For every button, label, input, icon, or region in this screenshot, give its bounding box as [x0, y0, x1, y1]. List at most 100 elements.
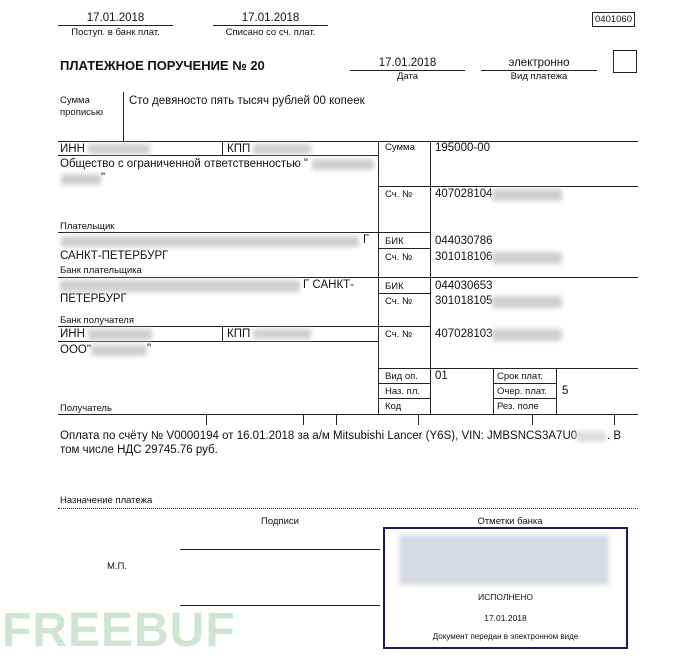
- divider: [614, 414, 615, 425]
- payer-corr: 301018106: [435, 251, 493, 263]
- redacted: [576, 431, 606, 442]
- rez-label: Рез. поле: [497, 401, 539, 412]
- stamp-status: ИСПОЛНЕНО: [477, 592, 533, 602]
- redacted: [492, 252, 562, 264]
- divider: [418, 414, 419, 425]
- divider: [481, 70, 597, 71]
- payee-acct-label: Сч. №: [385, 329, 413, 340]
- signature-line: [180, 605, 380, 606]
- divider: [58, 277, 638, 278]
- page-title: ПЛАТЕЖНОЕ ПОРУЧЕНИЕ № 20: [60, 58, 265, 73]
- purpose-label: Назначение платежа: [60, 495, 153, 506]
- divider: [213, 25, 328, 26]
- srok-label: Срок плат.: [497, 371, 543, 382]
- label: прописью: [60, 107, 103, 118]
- payee-bank-city-2: ПЕТЕРБУРГ: [60, 293, 127, 305]
- redacted: [312, 159, 374, 170]
- payee-name-end: ": [147, 343, 152, 355]
- divider: [378, 186, 638, 187]
- payer-acct-label: Сч. №: [385, 189, 413, 200]
- divider: [378, 398, 430, 399]
- divider: [532, 414, 533, 425]
- stamp-place: М.П.: [107, 561, 128, 572]
- redacted: [91, 345, 147, 356]
- divider: [58, 155, 378, 156]
- divider: [493, 398, 556, 399]
- divider: [222, 326, 223, 341]
- redacted: [492, 329, 562, 341]
- divider: [58, 508, 638, 509]
- payment-type: электронно: [508, 57, 570, 69]
- divider: [58, 414, 638, 415]
- amount-words-label: Сумма прописью: [60, 95, 103, 119]
- redacted: [61, 174, 101, 185]
- stamp-date: 17.01.2018: [484, 613, 527, 623]
- divider: [206, 414, 207, 425]
- kod-label: Код: [385, 401, 402, 412]
- divider: [303, 414, 304, 425]
- payer-bik: 044030786: [435, 235, 493, 247]
- payer-name: Общество с ограниченной ответственностью…: [60, 158, 308, 170]
- divider: [58, 232, 430, 233]
- payee-bank-city: Г САНКТ-: [303, 279, 355, 291]
- payee-bank-label: Банк получателя: [60, 315, 134, 326]
- divider: [378, 293, 430, 294]
- naz-label: Наз. пл.: [385, 386, 420, 397]
- sum-label: Сумма: [385, 142, 415, 153]
- payee-corr-label: Сч. №: [385, 296, 413, 307]
- payee-name: ООО": [60, 344, 91, 356]
- received-label: Поступ. в банк плат.: [71, 27, 160, 38]
- payer-bank-city-2: САНКТ-ПЕТЕРБУРГ: [60, 250, 169, 262]
- payer-name-end: ": [101, 172, 106, 184]
- payer-kpp-label: КПП: [227, 143, 251, 155]
- divider: [378, 383, 430, 384]
- purpose-text-2: том числе НДС 29745.76 руб.: [60, 444, 218, 456]
- form-code: 0401060: [592, 12, 635, 27]
- payee-inn-label: ИНН: [60, 328, 85, 340]
- received-date: 17.01.2018: [86, 12, 145, 24]
- divider: [58, 326, 430, 327]
- date-label: Дата: [396, 71, 419, 82]
- signature-line: [180, 549, 380, 550]
- payee-kpp-label: КПП: [227, 328, 251, 340]
- watermark-logo: FREEBUF: [2, 606, 236, 656]
- divider: [222, 141, 223, 155]
- payer-corr-label: Сч. №: [385, 252, 413, 263]
- divider: [58, 141, 638, 142]
- payee-bik: 044030653: [435, 280, 493, 292]
- redacted: [399, 535, 609, 585]
- divider: [58, 341, 378, 342]
- payer-inn-label: ИНН: [60, 143, 85, 155]
- payer-label: Плательщик: [60, 221, 115, 232]
- ocher-value: 5: [562, 385, 569, 397]
- payee-corr: 301018105: [435, 295, 493, 307]
- redacted: [253, 329, 311, 339]
- vid-op-value: 01: [435, 370, 448, 382]
- status-box: [613, 50, 637, 73]
- amount-words: Сто девяносто пять тысяч рублей 00 копее…: [129, 95, 365, 107]
- bank-stamp: ИСПОЛНЕНО 17.01.2018 Документ передан в …: [383, 527, 628, 649]
- payment-type-label: Вид платежа: [510, 71, 568, 82]
- redacted: [88, 144, 150, 154]
- debited-date: 17.01.2018: [241, 12, 300, 24]
- redacted: [88, 329, 152, 340]
- purpose-text-end: . В: [607, 430, 622, 442]
- payee-acct: 407028103: [435, 328, 493, 340]
- divider: [58, 25, 173, 26]
- divider: [378, 248, 430, 249]
- payer-bank-label: Банк плательщика: [60, 265, 142, 276]
- divider: [493, 368, 494, 414]
- payer-bank-city: Г: [363, 234, 370, 246]
- redacted: [492, 296, 562, 308]
- redacted: [60, 280, 300, 292]
- sum-value: 195000-00: [435, 142, 490, 154]
- payer-acct: 407028104: [435, 188, 493, 200]
- ocher-label: Очер. плат.: [497, 386, 547, 397]
- label: Сумма: [60, 95, 90, 106]
- debited-label: Списано со сч. плат.: [225, 27, 316, 38]
- doc-date: 17.01.2018: [378, 57, 437, 69]
- divider: [350, 70, 465, 71]
- divider: [123, 92, 124, 141]
- divider: [493, 383, 556, 384]
